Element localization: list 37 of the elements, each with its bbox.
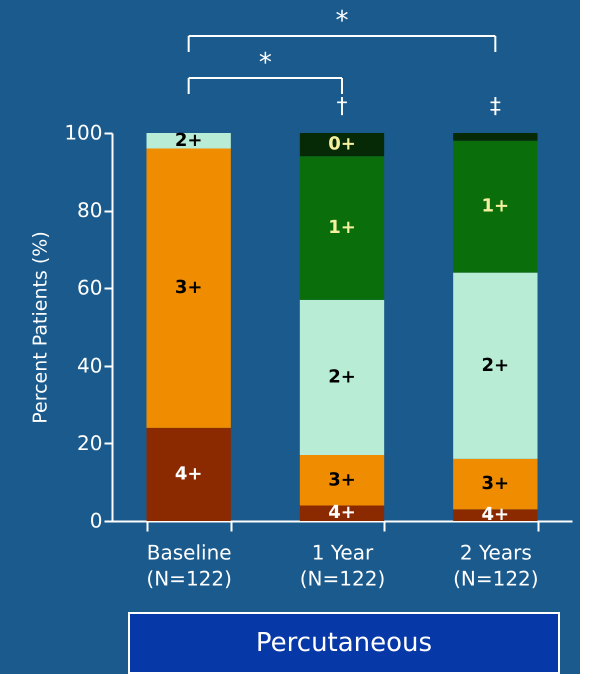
series-label: 0+ — [328, 134, 356, 155]
text: † — [336, 94, 348, 119]
bar — [453, 140, 538, 273]
series-label: 4+ — [328, 502, 356, 524]
text: Percutaneous — [256, 628, 432, 658]
y-tick-label: 0 — [90, 508, 102, 532]
text: ‡ — [490, 94, 501, 119]
bar — [300, 300, 384, 456]
series-label: 2+ — [174, 130, 202, 151]
y-axis-title: Percent Patients (%) — [29, 231, 52, 424]
series-label: 3+ — [328, 469, 356, 490]
bar — [146, 148, 231, 428]
y-tick-label: 60 — [77, 276, 102, 300]
bar — [300, 156, 384, 300]
series-label: 1+ — [328, 217, 356, 238]
text: 4+ — [482, 504, 510, 526]
bar — [300, 133, 384, 156]
x-tick-label: 2 Years (N=122) — [453, 540, 539, 590]
text: 2+ — [482, 354, 510, 376]
bar — [146, 133, 231, 149]
x-tick-label: 1 Year (N=122) — [300, 540, 386, 590]
text: 3+ — [174, 277, 202, 298]
bar — [300, 455, 384, 506]
bar — [453, 272, 538, 459]
y-tick-label: 20 — [77, 430, 102, 455]
y-tick-label: 80 — [77, 198, 102, 222]
bar — [146, 428, 231, 521]
y-tick-label: 100 — [64, 120, 102, 144]
text: * — [258, 48, 272, 78]
x-tick-label: Baseline (N=122) — [146, 540, 232, 590]
text: 3+ — [482, 473, 510, 494]
text: * — [336, 6, 348, 36]
text: 4+ — [174, 463, 202, 484]
bar — [453, 133, 538, 141]
y-tick-label: 40 — [77, 353, 102, 378]
text: 1+ — [482, 196, 510, 217]
text: 2+ — [328, 366, 356, 388]
